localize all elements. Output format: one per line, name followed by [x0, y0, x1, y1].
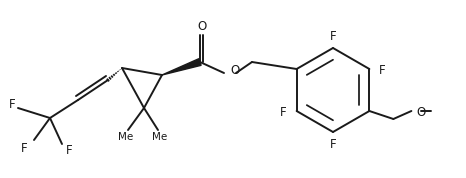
Text: F: F — [66, 145, 73, 158]
Text: F: F — [329, 137, 336, 151]
Polygon shape — [162, 59, 201, 75]
Text: F: F — [21, 142, 27, 155]
Text: O: O — [230, 64, 239, 77]
Text: O: O — [417, 106, 425, 119]
Text: F: F — [379, 64, 386, 77]
Text: F: F — [9, 98, 15, 111]
Text: Me: Me — [152, 132, 168, 142]
Text: Me: Me — [118, 132, 134, 142]
Text: F: F — [281, 106, 287, 119]
Text: F: F — [329, 30, 336, 43]
Text: O: O — [198, 20, 206, 33]
